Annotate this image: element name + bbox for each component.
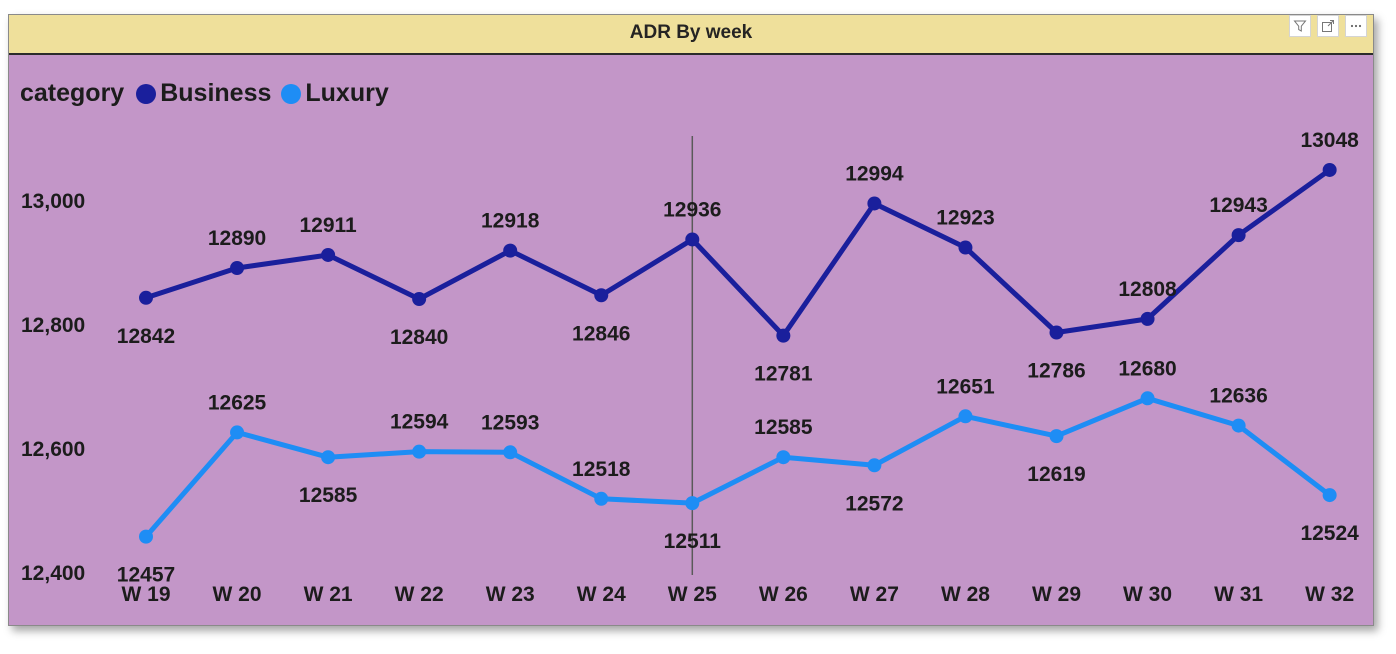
data-point-business: [1231, 228, 1246, 243]
data-label-business: 12911: [299, 214, 357, 237]
legend-item-luxury[interactable]: Luxury: [281, 79, 389, 108]
data-point-business: [594, 288, 609, 303]
data-label-luxury: 12680: [1118, 357, 1176, 380]
series-line-luxury: [143, 395, 1333, 540]
data-point-business: [776, 328, 791, 343]
legend-label-business: Business: [160, 79, 272, 107]
x-tick-label: W 25: [668, 583, 717, 606]
x-tick-label: W 30: [1123, 583, 1172, 606]
data-label-luxury: 12524: [1300, 522, 1359, 545]
x-tick-label: W 27: [850, 583, 899, 606]
legend-title: category: [20, 79, 125, 107]
data-label-luxury: 12572: [845, 492, 903, 515]
data-point-luxury: [1049, 429, 1064, 444]
chart-title: ADR By week: [629, 22, 753, 43]
data-label-luxury: 12619: [1027, 463, 1085, 486]
filter-icon[interactable]: [1289, 15, 1311, 37]
visual-header-icons: [1289, 15, 1367, 37]
x-tick-label: W 31: [1214, 583, 1263, 606]
x-tick-label: W 24: [577, 583, 626, 606]
x-tick-label: W 23: [486, 583, 535, 606]
series-line-business: [143, 167, 1333, 339]
data-point-luxury: [776, 450, 791, 465]
data-point-business: [503, 243, 518, 258]
legend: category Business Luxury: [20, 79, 399, 108]
data-label-business: 12846: [572, 322, 630, 345]
data-point-business: [685, 232, 700, 247]
x-tick-label: W 28: [941, 583, 990, 606]
y-tick-label: 12,800: [21, 314, 85, 337]
x-tick-label: W 19: [121, 583, 170, 606]
legend-marker-luxury: [281, 83, 302, 104]
data-point-luxury: [139, 529, 153, 544]
data-label-luxury: 12636: [1209, 385, 1267, 408]
x-tick-label: W 22: [395, 583, 444, 606]
data-label-luxury: 12594: [390, 411, 449, 434]
data-point-luxury: [230, 425, 245, 440]
data-label-business: 12781: [754, 363, 813, 386]
data-point-luxury: [594, 491, 609, 506]
data-point-business: [1322, 162, 1337, 177]
data-point-business: [230, 261, 245, 276]
legend-item-business[interactable]: Business: [136, 79, 271, 108]
data-point-business: [321, 247, 336, 262]
data-point-business: [1140, 311, 1155, 326]
legend-label-luxury: Luxury: [305, 79, 389, 107]
data-point-business: [139, 290, 153, 305]
x-tick-label: W 32: [1305, 583, 1354, 606]
data-point-luxury: [1322, 488, 1337, 503]
focus-mode-icon[interactable]: [1317, 15, 1339, 37]
data-point-business: [867, 196, 882, 211]
line-chart: 12,400 12,600 12,800 13,000 W 19 W 20 W 21 W 22…: [21, 129, 1359, 606]
data-label-luxury: 12511: [664, 530, 722, 553]
y-tick-label: 12,600: [21, 438, 85, 461]
x-tick-label: W 29: [1032, 583, 1081, 606]
data-label-business: 12840: [390, 326, 448, 349]
data-label-business: 12842: [117, 325, 175, 348]
x-tick-label: W 26: [759, 583, 808, 606]
data-label-business: 12808: [1118, 278, 1177, 301]
data-point-luxury: [1140, 391, 1155, 406]
data-label-luxury: 12457: [117, 564, 175, 587]
data-label-business: 12994: [845, 162, 904, 185]
data-label-business: 12936: [663, 198, 721, 221]
data-label-business: 12890: [208, 227, 266, 250]
y-tick-label: 12,400: [21, 562, 85, 585]
data-point-luxury: [1231, 418, 1246, 433]
data-point-luxury: [958, 409, 973, 424]
chart-visual[interactable]: ADR By week 12,400 12,600 12,800 13,000 W 19…: [8, 14, 1374, 626]
data-point-business: [412, 292, 427, 307]
data-label-business: 12918: [481, 210, 540, 233]
more-options-icon[interactable]: [1345, 15, 1367, 37]
data-point-luxury: [867, 458, 882, 473]
data-label-luxury: 12651: [936, 375, 995, 398]
data-label-luxury: 12625: [208, 391, 267, 414]
data-label-business: 12943: [1209, 194, 1267, 217]
data-label-luxury: 12585: [754, 416, 813, 439]
data-point-luxury: [321, 450, 336, 465]
data-label-luxury: 12585: [299, 484, 358, 507]
y-tick-label: 13,000: [21, 190, 85, 213]
x-tick-label: W 21: [304, 583, 353, 606]
data-label-business: 12786: [1027, 360, 1085, 383]
data-point-luxury: [412, 444, 427, 459]
data-point-business: [958, 240, 973, 255]
title-bar: ADR By week: [9, 15, 1373, 55]
x-tick-label: W 20: [213, 583, 262, 606]
data-label-luxury: 12593: [481, 411, 539, 434]
data-point-business: [1049, 325, 1064, 340]
legend-marker-business: [136, 83, 157, 104]
data-label-business: 13048: [1300, 129, 1359, 152]
data-label-business: 12923: [936, 207, 994, 230]
data-point-luxury: [685, 496, 700, 511]
data-label-luxury: 12518: [572, 458, 631, 481]
data-point-luxury: [503, 445, 518, 460]
